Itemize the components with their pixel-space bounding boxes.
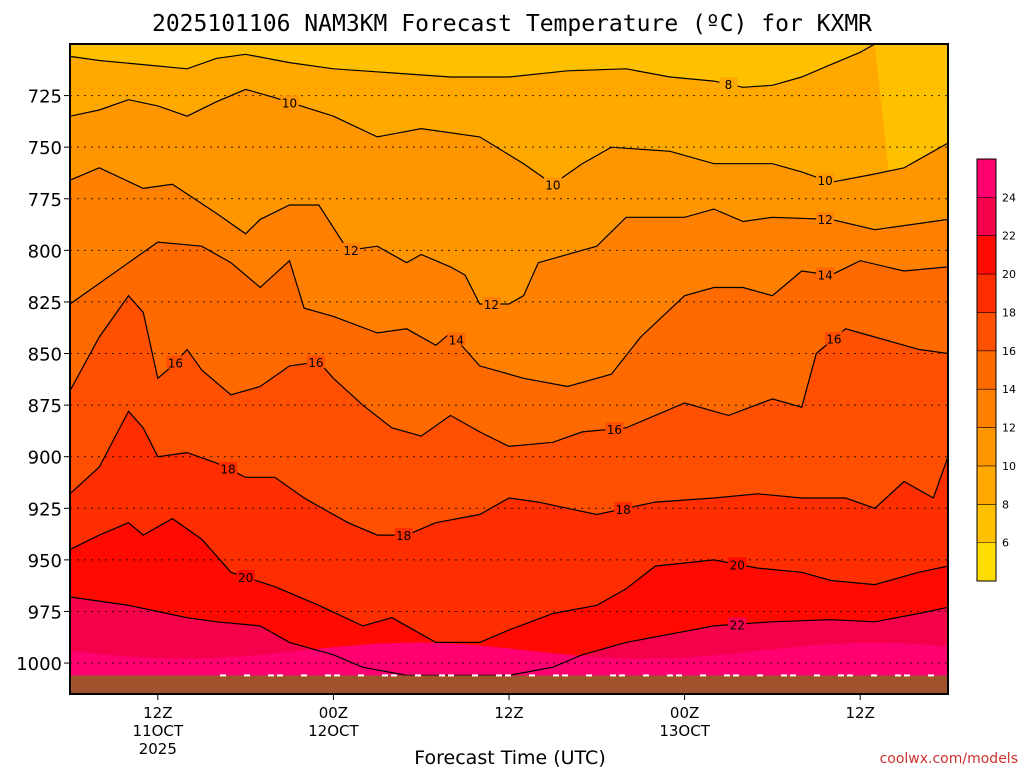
contour-line-20 <box>70 517 948 643</box>
contour-label-10: 10 <box>817 174 832 188</box>
contour-line-14 <box>70 241 948 388</box>
contour-label-16: 16 <box>607 423 622 437</box>
contour-label-20: 20 <box>238 571 253 585</box>
colorbar-swatch-24 <box>977 159 996 198</box>
contour-line-10 <box>70 88 948 186</box>
x-tick-label: 12Z <box>846 704 875 722</box>
contour-label-12: 12 <box>343 244 358 258</box>
colorbar-swatch-12 <box>977 389 996 429</box>
contour-label-18: 18 <box>615 503 630 517</box>
plot-area: 8 10 10 10 12 12 12 14 14 16 16 16 16 18 18 18 20 20 22 <box>69 43 949 695</box>
contour-label-18: 18 <box>396 529 411 543</box>
colorbar-swatch-14 <box>977 350 996 390</box>
y-tick-label: 900 <box>28 448 62 469</box>
y-tick-label: 975 <box>28 602 62 623</box>
y-tick-label: 850 <box>28 345 62 366</box>
contour-label-16: 16 <box>168 357 183 371</box>
colorbar-label: 16 <box>1002 345 1016 358</box>
colorbar-border <box>976 158 997 582</box>
contour-line-18 <box>70 410 948 536</box>
colorbar-label: 12 <box>1002 422 1016 435</box>
x-tick-label: 00Z <box>670 704 699 722</box>
colorbar-swatch-4 <box>977 542 996 582</box>
y-tick-label: 825 <box>28 293 62 314</box>
contour-label-10: 10 <box>282 96 297 110</box>
colorbar-swatch-6 <box>977 504 996 544</box>
contour-label-16: 16 <box>826 333 841 347</box>
colorbar: 6 8 10 12 14 16 18 20 22 24 <box>976 158 1016 582</box>
colorbar-swatch-16 <box>977 312 996 352</box>
colorbar-swatch-10 <box>977 427 996 467</box>
filled-contours: 8 10 10 10 12 12 12 14 14 16 16 16 16 18 18 18 20 20 22 <box>70 44 948 694</box>
x-tick-sublabel: 2025 <box>139 740 177 758</box>
contour-label-10: 10 <box>545 178 560 192</box>
y-axis: 725 750 775 800 825 850 875 900 925 950 975 1000 <box>16 87 70 675</box>
x-tick-sublabel: 13OCT <box>659 722 710 740</box>
y-tick-label: 800 <box>28 241 62 262</box>
colorbar-label: 20 <box>1002 268 1016 281</box>
contour-label-8: 8 <box>725 78 733 92</box>
colorbar-label: 6 <box>1002 537 1009 550</box>
colorbar-swatch-22 <box>977 197 996 237</box>
x-tick-sublabel: 11OCT <box>133 722 184 740</box>
colorbar-label: 14 <box>1002 383 1016 396</box>
y-tick-label: 875 <box>28 396 62 417</box>
contour-label-16: 16 <box>308 356 323 370</box>
y-tick-label: 950 <box>28 551 62 572</box>
x-tick-label: 12Z <box>143 704 172 722</box>
contour-line-12 <box>70 167 948 305</box>
x-tick-sublabel: 12OCT <box>308 722 359 740</box>
y-tick-label: 775 <box>28 190 62 211</box>
colorbar-swatch-8 <box>977 465 996 505</box>
terrain <box>70 675 948 694</box>
colorbar-label: 10 <box>1002 460 1016 473</box>
x-tick-label: 12Z <box>494 704 523 722</box>
contour-label-22: 22 <box>730 618 745 632</box>
y-tick-label: 925 <box>28 499 62 520</box>
contour-label-14: 14 <box>817 268 832 282</box>
colorbar-label: 8 <box>1002 498 1009 511</box>
y-tick-label: 1000 <box>16 654 62 675</box>
colorbar-label: 18 <box>1002 306 1016 319</box>
colorbar-swatch-20 <box>977 235 996 275</box>
y-tick-label: 750 <box>28 138 62 159</box>
colorbar-label: 24 <box>1002 191 1016 204</box>
contour-label-12: 12 <box>484 298 499 312</box>
x-tick-label: 00Z <box>319 704 348 722</box>
colorbar-label: 22 <box>1002 230 1016 243</box>
watermark: coolwx.com/models <box>880 751 1018 767</box>
x-axis-label: Forecast Time (UTC) <box>414 747 605 768</box>
contour-label-12: 12 <box>817 213 832 227</box>
chart-title: 2025101106 NAM3KM Forecast Temperature (… <box>152 11 872 37</box>
contour-label-20: 20 <box>730 558 745 572</box>
colorbar-swatch-18 <box>977 274 996 313</box>
contour-label-18: 18 <box>220 463 235 477</box>
y-tick-label: 725 <box>28 87 62 108</box>
contour-line-8 <box>70 44 876 88</box>
contour-label-14: 14 <box>449 333 464 347</box>
